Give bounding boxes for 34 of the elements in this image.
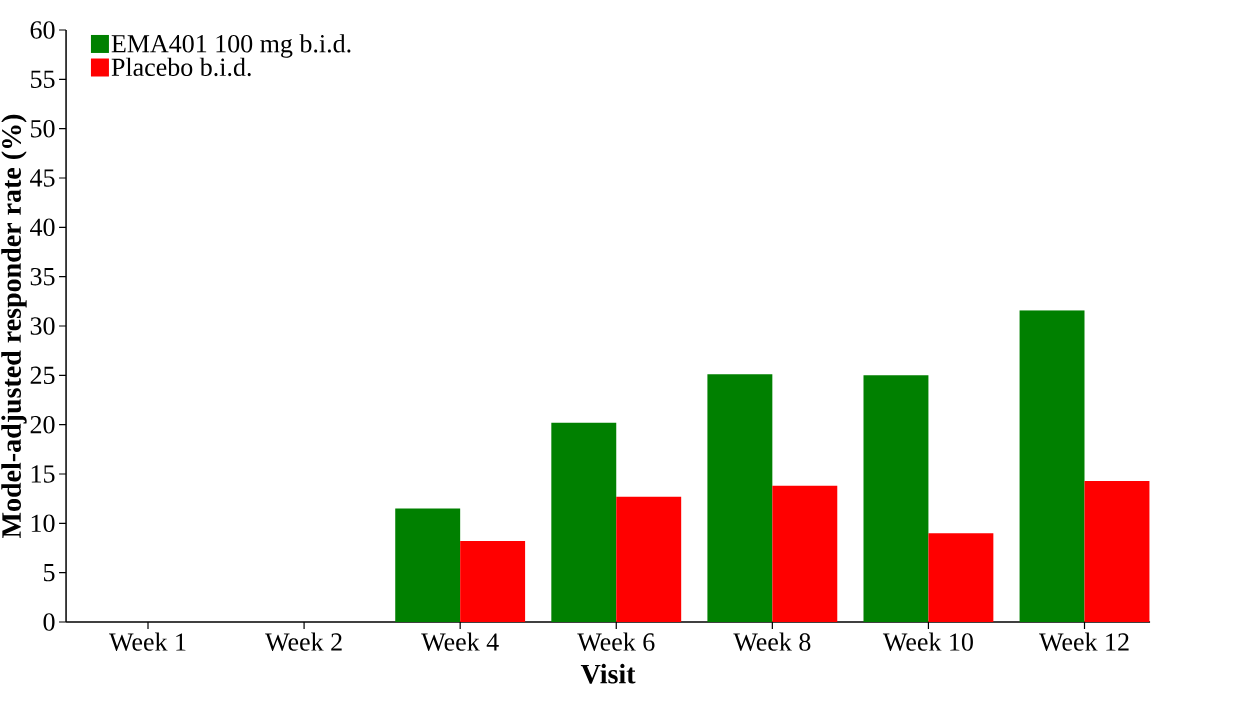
x-tick-label: Week 6: [577, 632, 655, 651]
x-tick-label: Week 8: [733, 632, 811, 651]
y-tick-label: 60: [30, 21, 55, 39]
legend-label: Placebo b.i.d.: [111, 57, 251, 77]
x-tick-label: Week 2: [265, 632, 342, 651]
y-tick-label: 20: [30, 415, 55, 434]
y-tick-label: 10: [31, 514, 55, 533]
y-tick-label: 50: [31, 119, 55, 138]
bar: [928, 533, 994, 622]
x-axis-title: Visit: [580, 663, 636, 684]
bar: [616, 496, 682, 622]
x-tick-label: Week 4: [421, 632, 499, 651]
y-axis-title: Model-adjusted responder rate (%): [1, 114, 27, 538]
y-tick-label: 40: [30, 218, 55, 237]
x-tick-label: Week 10: [882, 632, 973, 651]
legend-label: EMA401 100 mg b.i.d.: [111, 34, 351, 58]
bar: [863, 375, 929, 622]
bar: [1084, 480, 1150, 622]
y-tick-label: 0: [43, 613, 55, 631]
y-tick-label: 55: [31, 70, 55, 88]
y-tick-label: 5: [44, 564, 55, 582]
y-tick-label: 35: [30, 267, 55, 286]
bar: [395, 508, 461, 622]
bar: [551, 422, 617, 622]
bar: [1019, 310, 1085, 622]
bar: [460, 541, 526, 622]
bar: [707, 374, 773, 622]
bar: [772, 485, 838, 622]
y-tick-label: 25: [30, 366, 55, 385]
y-tick-label: 30: [30, 317, 55, 335]
x-tick-label: Week 1: [109, 632, 186, 651]
x-tick-label: Week 12: [1039, 632, 1129, 651]
y-tick-label: 15: [31, 465, 55, 483]
y-tick-label: 45: [30, 169, 55, 187]
